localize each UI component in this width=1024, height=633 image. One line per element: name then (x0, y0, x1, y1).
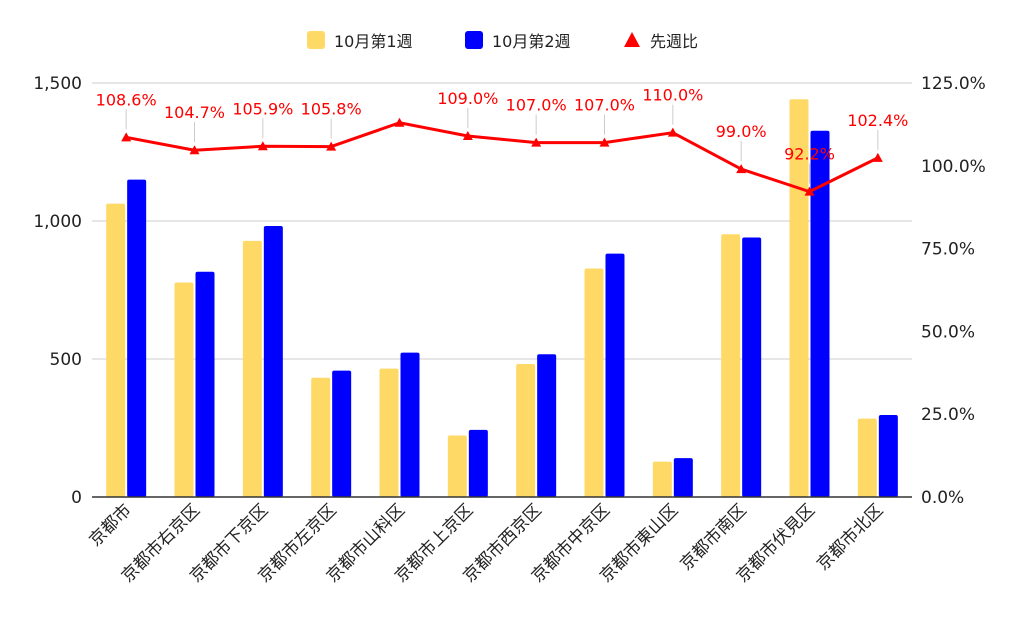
ratio-point (189, 145, 200, 155)
ratio-data-label: 109.0% (437, 89, 498, 108)
legend-label: 10月第2週 (492, 32, 571, 51)
y-right-tick-label: 50.0% (921, 322, 975, 342)
ratio-point (394, 117, 405, 127)
bar-week1 (174, 282, 194, 497)
bar-week2 (127, 179, 147, 497)
bar-week2 (673, 458, 693, 497)
bar-week2 (400, 352, 420, 497)
ratio-data-label: 105.9% (232, 99, 293, 118)
bar-week2 (605, 253, 625, 497)
legend-label: 先週比 (650, 32, 698, 51)
bar-week2 (263, 225, 283, 497)
bar-week2 (878, 415, 898, 497)
y-right-tick-label: 125.0% (921, 74, 986, 94)
ratio-line-layer (121, 117, 883, 196)
ratio-point (462, 130, 473, 140)
legend-swatch (465, 31, 483, 49)
y-right-tick-label: 100.0% (921, 157, 986, 177)
bar-week1 (242, 240, 262, 497)
ratio-point (257, 141, 268, 151)
ratio-point (121, 132, 132, 142)
ratio-data-label: 107.0% (574, 96, 635, 115)
bar-week2 (537, 354, 557, 497)
x-tick-label: 京都市 (85, 500, 135, 550)
bar-week2 (742, 237, 762, 497)
ratio-point (804, 186, 815, 196)
y-right-tick-label: 75.0% (921, 240, 975, 260)
legend: 10月第1週 10月第2週 先週比 (307, 31, 698, 51)
bar-week2 (195, 271, 215, 497)
ratio-point (736, 164, 747, 174)
bar-week1 (652, 461, 672, 497)
bar-week2 (332, 370, 352, 497)
bar-week1 (584, 268, 604, 497)
bar-week1 (379, 368, 399, 497)
y-left-tick-label: 1,500 (33, 74, 82, 94)
bar-week1 (311, 377, 331, 497)
gridlines (92, 82, 912, 360)
ratio-point (531, 137, 542, 147)
y-right-tick-label: 0.0% (921, 488, 964, 508)
ratio-point (599, 137, 610, 147)
ratio-data-label: 104.7% (164, 103, 225, 122)
ratio-point (872, 152, 883, 162)
ratio-data-label: 110.0% (642, 86, 703, 105)
legend-swatch (307, 31, 325, 49)
legend-swatch (624, 32, 640, 47)
ratio-data-label: 107.0% (506, 96, 567, 115)
ratio-line (125, 121, 879, 194)
bar-week2 (468, 429, 488, 497)
bar-week1 (516, 363, 536, 497)
x-tick-label: 京都市南区 (676, 500, 750, 574)
ratio-data-label: 108.6% (96, 90, 157, 109)
bar-week1 (789, 99, 809, 497)
legend-label: 10月第1週 (334, 32, 413, 51)
y-left-tick-label: 500 (50, 350, 82, 370)
bars (106, 99, 898, 498)
bar-week2 (810, 130, 830, 498)
bar-week1 (106, 203, 126, 497)
ratio-point (326, 141, 337, 151)
y-left-tick-label: 0 (71, 488, 82, 508)
data-labels: 108.6% 104.7% 105.9% 105.8% 109.0% 107.0% 107.… (96, 86, 908, 184)
y-left-tick-label: 1,000 (33, 212, 82, 232)
y-right-tick-label: 25.0% (921, 405, 975, 425)
bar-week1 (857, 418, 877, 497)
bar-week1 (721, 234, 741, 498)
bar-week1 (447, 435, 467, 497)
ratio-data-label: 102.4% (847, 111, 908, 130)
x-tick-label: 京都市北区 (813, 500, 887, 574)
ratio-data-label: 105.8% (301, 100, 362, 119)
ratio-point (667, 127, 678, 137)
ratio-data-label: 99.0% (716, 122, 767, 141)
ratio-data-label: 92.2% (784, 145, 835, 164)
